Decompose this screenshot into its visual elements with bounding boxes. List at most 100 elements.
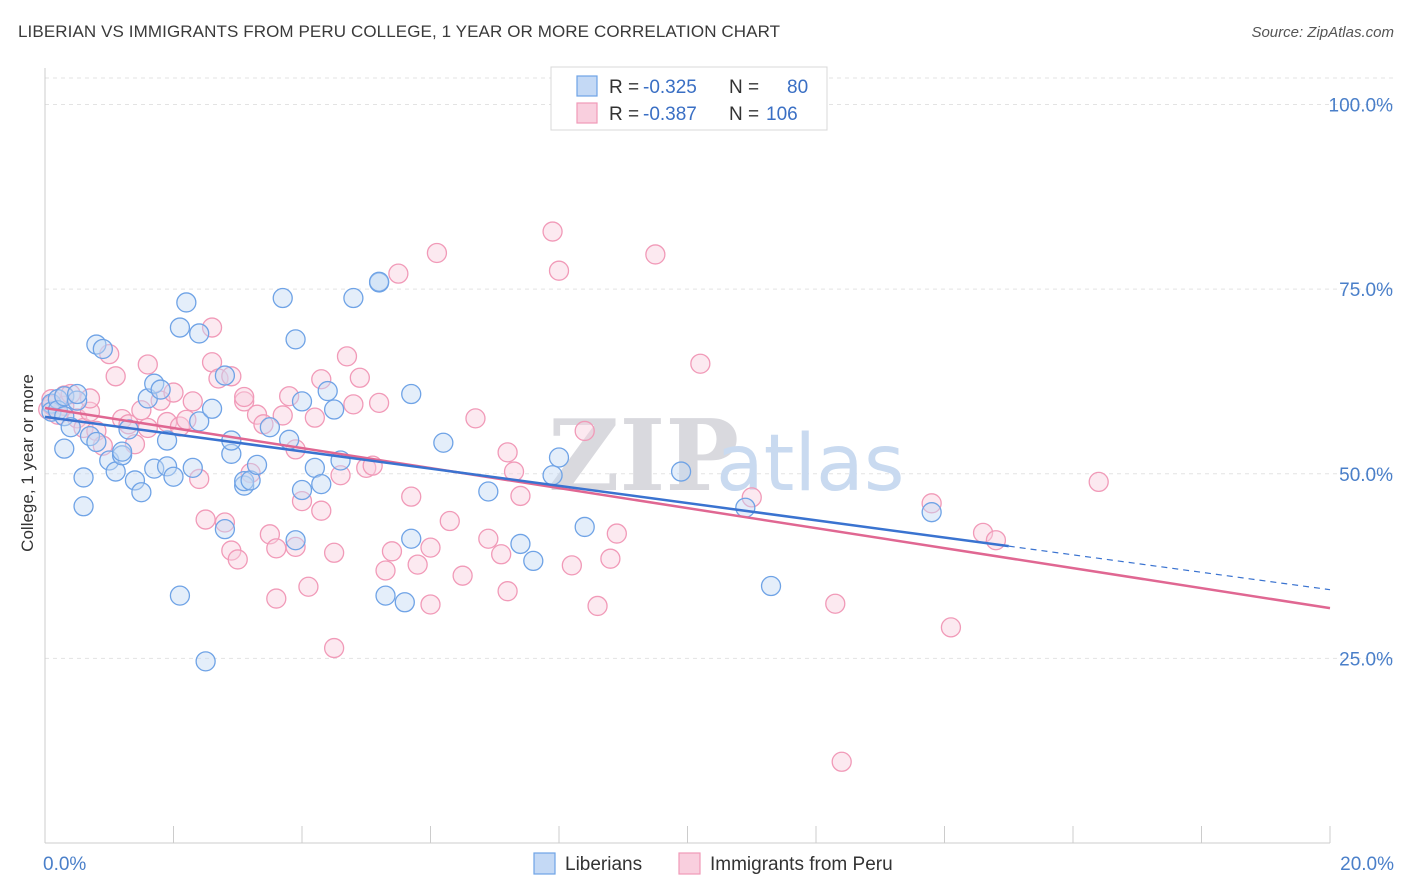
liberians-point	[156, 430, 178, 451]
series-peru-points	[38, 221, 1109, 772]
liberians-point	[670, 461, 692, 482]
liberians-point	[66, 390, 88, 411]
peru-point	[831, 751, 852, 772]
liberians-point	[79, 425, 101, 447]
peru-point	[182, 391, 203, 412]
liberians-point	[156, 456, 178, 477]
peru-point	[548, 260, 570, 281]
legend-n-label-2: N =	[729, 104, 759, 125]
peru-point	[439, 510, 460, 532]
series-legend: Liberians Immigrants from Peru	[533, 852, 893, 875]
liberians-point	[92, 338, 113, 360]
peru-point	[825, 593, 846, 614]
peru-point	[606, 523, 627, 544]
liberians-point	[73, 496, 94, 517]
peru-point	[574, 420, 595, 442]
liberians-point	[240, 470, 261, 491]
liberians-point	[111, 441, 133, 462]
peru-point	[240, 462, 261, 484]
liberians-point	[285, 530, 306, 551]
liberians-point	[169, 317, 191, 338]
liberians-point	[542, 465, 563, 486]
peru-point	[124, 434, 146, 455]
y-axis-label: College, 1 year or more	[18, 374, 37, 552]
x-tick-label-start: 0.0%	[43, 854, 86, 875]
peru-point	[349, 367, 370, 388]
liberians-point	[144, 373, 165, 394]
peru-point	[465, 408, 486, 429]
peru-point	[368, 392, 390, 414]
y-tick-label: 100.0%	[1329, 96, 1394, 117]
liberians-point	[510, 533, 531, 555]
peru-point	[189, 468, 210, 490]
peru-point	[407, 554, 428, 575]
series-liberians-points	[41, 271, 942, 672]
gridlines	[45, 77, 1395, 659]
peru-point	[330, 465, 351, 486]
liberians-point	[760, 575, 782, 597]
liberians-point	[401, 383, 422, 405]
liberians-point	[201, 398, 223, 419]
peru-point	[131, 400, 152, 421]
liberians-point	[124, 470, 146, 491]
liberians-point	[60, 417, 81, 438]
liberians-point	[394, 592, 415, 613]
peru-point	[690, 353, 711, 374]
liberians-point	[144, 458, 165, 479]
liberians-point	[246, 454, 268, 476]
peru-point	[227, 549, 248, 570]
peru-point	[234, 391, 255, 412]
watermark: ZIP atlas	[548, 399, 905, 514]
source-label: Source: ZipAtlas.com	[1251, 24, 1394, 41]
peru-point	[201, 317, 223, 338]
liberians-point	[176, 292, 197, 313]
liberians-point	[73, 467, 94, 488]
peru-point	[478, 528, 499, 549]
peru-point	[497, 581, 518, 602]
peru-point	[645, 244, 666, 265]
legend-n-value-1: 80	[787, 77, 808, 98]
liberians-point	[131, 482, 152, 503]
peru-point	[388, 263, 409, 284]
liberians-point	[401, 528, 422, 549]
peru-point	[221, 366, 242, 387]
axes	[44, 68, 1331, 844]
peru-point	[278, 386, 300, 407]
peru-point	[285, 536, 306, 558]
peru-point	[510, 485, 531, 507]
correlation-legend: R = -0.325 N = 80 R = -0.387 N = 106	[550, 66, 828, 131]
liberians-point	[163, 466, 184, 487]
y-tick-label: 25.0%	[1339, 649, 1393, 670]
liberians-point	[368, 271, 390, 292]
legend-r-label-2: R =	[609, 104, 639, 125]
liberians-point	[735, 497, 756, 518]
y-tick-label: 50.0%	[1339, 465, 1393, 486]
x-tick-label-end: 20.0%	[1340, 854, 1394, 875]
peru-point	[561, 555, 582, 576]
y-tick-label: 75.0%	[1339, 280, 1393, 301]
liberians-point	[523, 550, 544, 572]
liberians-point	[272, 287, 293, 309]
liberians-point	[291, 391, 313, 412]
liberians-point	[375, 585, 396, 606]
liberians-point	[86, 431, 107, 453]
liberians-point	[195, 651, 216, 672]
liberians-point	[214, 519, 236, 540]
legend-r-label-1: R =	[609, 77, 639, 98]
peru-point	[163, 382, 184, 403]
liberians-point	[189, 323, 210, 344]
trend-lines	[44, 406, 1331, 610]
peru-point	[343, 394, 364, 415]
legend-n-label-1: N =	[729, 77, 759, 98]
liberians-point	[150, 379, 171, 400]
bottom-legend-swatch-liberians	[533, 852, 556, 875]
peru-point	[311, 369, 332, 390]
legend-swatch-peru	[576, 102, 598, 124]
legend-swatch-liberians	[576, 75, 598, 97]
liberians-point	[311, 473, 332, 495]
liberians-point	[169, 585, 191, 606]
watermark-atlas: atlas	[716, 419, 905, 509]
peru-point	[266, 538, 287, 559]
liberians-point	[921, 502, 942, 523]
